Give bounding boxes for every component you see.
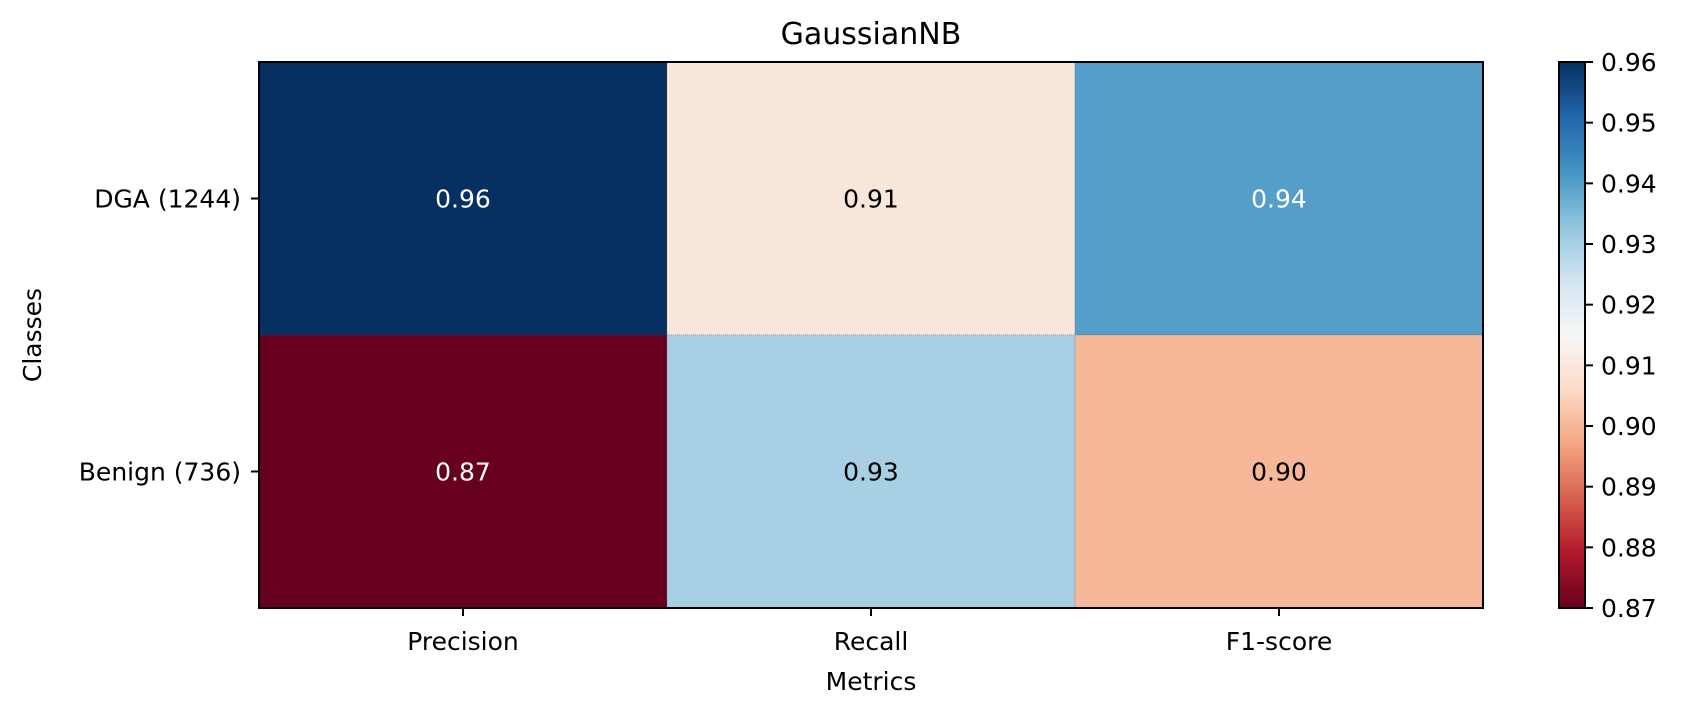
y-tick-label: DGA (1244) (94, 185, 241, 214)
chart-title: GaussianNB (781, 17, 962, 52)
colorbar-tick-label: 0.95 (1601, 109, 1657, 138)
x-axis-ticks: Precision Recall F1-score (407, 608, 1332, 656)
cell-value-label: 0.87 (435, 458, 491, 487)
colorbar-ticks: 0.87 0.88 0.89 0.90 0.91 0.92 0.93 0.94 0.95 0.96 (1585, 48, 1657, 623)
heatmap-cell-labels: 0.96 0.91 0.94 0.87 0.93 0.90 (435, 185, 1307, 487)
heatmap-cell (666, 61, 1076, 336)
heatmap-cell (1074, 334, 1484, 609)
cell-value-label: 0.94 (1251, 185, 1307, 214)
heatmap-cells (258, 61, 1484, 609)
colorbar-tick-label: 0.94 (1601, 169, 1657, 198)
x-tick-label: Precision (407, 627, 519, 656)
heatmap-cell (666, 334, 1076, 609)
colorbar-tick-label: 0.96 (1601, 48, 1657, 77)
heatmap-cell (1074, 61, 1484, 336)
heatmap-cell (258, 61, 668, 336)
y-tick-label: Benign (736) (79, 458, 241, 487)
x-axis-label: Metrics (826, 667, 917, 696)
colorbar-tick-label: 0.92 (1601, 291, 1657, 320)
y-axis-label: Classes (18, 288, 47, 382)
colorbar-tick-label: 0.88 (1601, 533, 1657, 562)
colorbar-tick-label: 0.91 (1601, 351, 1657, 380)
colorbar-tick-label: 0.87 (1601, 594, 1657, 623)
colorbar-tick-label: 0.90 (1601, 412, 1657, 441)
colorbar-tick-label: 0.93 (1601, 230, 1657, 259)
cell-value-label: 0.93 (843, 458, 899, 487)
colorbar-tick-label: 0.89 (1601, 473, 1657, 502)
y-axis-ticks: DGA (1244) Benign (736) (79, 185, 259, 487)
cell-value-label: 0.90 (1251, 458, 1307, 487)
x-tick-label: F1-score (1226, 627, 1332, 656)
cell-value-label: 0.91 (843, 185, 899, 214)
colorbar (1558, 61, 1586, 609)
cell-value-label: 0.96 (435, 185, 491, 214)
heatmap-cell (258, 334, 668, 609)
x-tick-label: Recall (834, 627, 909, 656)
